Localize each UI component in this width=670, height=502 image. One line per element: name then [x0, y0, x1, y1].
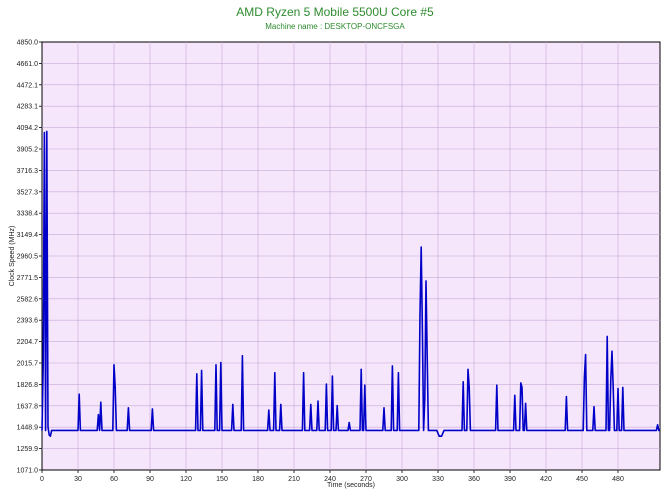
y-tick-label: 2771.5	[17, 275, 39, 282]
clock-speed-line	[41, 130, 660, 437]
x-tick-label: 60	[110, 476, 118, 483]
y-tick-label: 3905.2	[17, 147, 39, 154]
x-tick-label: 480	[612, 476, 624, 483]
y-tick-label: 1637.8	[17, 403, 39, 410]
y-tick-label: 2582.6	[17, 296, 39, 303]
x-tick-label: 450	[576, 476, 588, 483]
y-tick-label: 1259.9	[17, 446, 39, 453]
y-tick-label: 2960.5	[17, 254, 39, 261]
x-tick-label: 30	[74, 476, 82, 483]
y-tick-label: 1826.8	[17, 382, 39, 389]
x-tick-label: 300	[396, 476, 408, 483]
y-tick-label: 1071.0	[17, 468, 39, 475]
y-tick-label: 1448.9	[17, 425, 39, 432]
grid-lines	[42, 42, 660, 470]
x-tick-label: 180	[252, 476, 264, 483]
y-tick-label: 4472.1	[17, 82, 39, 89]
chart-subtitle: Machine name : DESKTOP-ONCFSGA	[265, 22, 405, 31]
y-tick-label: 4850.0	[17, 40, 39, 47]
y-tick-label: 3338.4	[17, 211, 39, 218]
y-tick-label: 2393.6	[17, 318, 39, 325]
x-tick-label: 240	[324, 476, 336, 483]
x-tick-label: 270	[360, 476, 372, 483]
x-tick-label: 210	[288, 476, 300, 483]
x-axis-label: Time (seconds)	[327, 482, 375, 489]
y-axis-label: Clock Speed (MHz)	[9, 226, 16, 287]
y-tick-label: 4661.0	[17, 61, 39, 68]
x-axis-ticks: 0 30 60 90 120 150 180 210 240 270 300 330 360 390 420…	[40, 470, 624, 483]
y-tick-label: 3716.3	[17, 168, 39, 175]
y-tick-label: 3527.3	[17, 189, 39, 196]
y-tick-label: 3149.4	[17, 232, 39, 239]
x-tick-label: 420	[540, 476, 552, 483]
x-tick-label: 90	[146, 476, 154, 483]
y-tick-label: 4094.2	[17, 125, 39, 132]
x-tick-label: 330	[432, 476, 444, 483]
chart-title: AMD Ryzen 5 Mobile 5500U Core #5	[236, 5, 434, 19]
y-tick-label: 2204.7	[17, 339, 39, 346]
x-tick-label: 360	[468, 476, 480, 483]
series-layer	[41, 130, 660, 437]
x-tick-label: 0	[40, 476, 44, 483]
x-tick-label: 150	[216, 476, 228, 483]
y-axis-ticks: 1071.0 1259.9 1448.9 1637.8 1826.8 2015.7 2204…	[17, 40, 42, 475]
y-tick-label: 4283.1	[17, 104, 39, 111]
x-tick-label: 390	[504, 476, 516, 483]
x-tick-label: 120	[180, 476, 192, 483]
y-tick-label: 2015.7	[17, 361, 39, 368]
